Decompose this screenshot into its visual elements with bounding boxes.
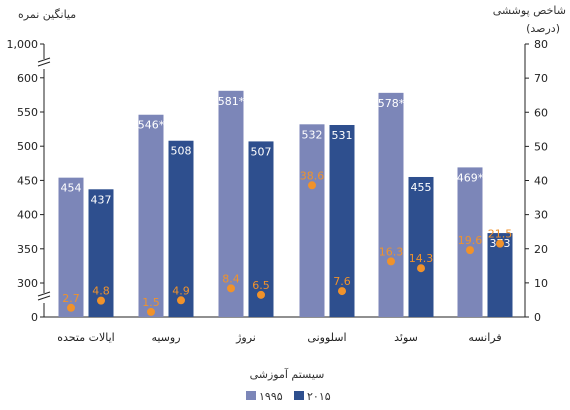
axis-break-mark xyxy=(37,291,51,301)
bar-value-label: 454 xyxy=(61,182,82,195)
left-tick-label: 0 xyxy=(31,311,38,324)
left-tick-label: 550 xyxy=(17,106,38,119)
bar-value-label: 508 xyxy=(171,145,192,158)
right-tick-label: 30 xyxy=(534,209,548,222)
category-label: سوئد xyxy=(394,331,418,344)
coverage-point-2015 xyxy=(496,239,504,248)
coverage-value-label: 16.3 xyxy=(379,245,404,258)
category-label: روسیه xyxy=(151,331,180,344)
bar-value-label: 455 xyxy=(411,181,432,194)
right-axis-title: شاخص پوششی xyxy=(493,4,566,17)
coverage-value-label: 7.6 xyxy=(333,275,351,288)
category-label: ایالات متحده xyxy=(57,331,114,344)
coverage-point-2015 xyxy=(177,296,185,305)
bar-value-label: 581* xyxy=(218,95,245,108)
bar-2015 xyxy=(168,140,194,317)
coverage-point-1995 xyxy=(308,181,316,190)
bar-2015 xyxy=(248,141,274,317)
bar-2015 xyxy=(88,189,114,317)
bar-value-label: 546* xyxy=(138,119,165,132)
bar-value-label: 532 xyxy=(302,128,323,141)
right-tick-label: 70 xyxy=(534,72,548,85)
right-axis-subtitle: (درصد) xyxy=(526,22,560,35)
coverage-point-2015 xyxy=(338,287,346,296)
legend-label-1995: ۱۹۹۵ xyxy=(259,390,283,403)
coverage-value-label: 19.6 xyxy=(458,234,483,247)
left-tick-label: 500 xyxy=(17,140,38,153)
right-tick-label: 0 xyxy=(534,311,541,324)
legend: ۱۹۹۵ ۲۰۱۵ xyxy=(246,390,331,403)
coverage-point-1995 xyxy=(387,257,395,266)
bar-1995 xyxy=(299,124,325,317)
bar-1995 xyxy=(457,167,483,317)
category-label: نروژ xyxy=(235,331,256,344)
legend-swatch-2015 xyxy=(294,391,304,400)
legend-label-2015: ۲۰۱۵ xyxy=(307,390,331,403)
left-tick-label: 1,000 xyxy=(7,38,39,51)
bar-value-label: 437 xyxy=(91,193,112,206)
bar-2015 xyxy=(329,124,355,317)
bar-1995 xyxy=(218,90,244,318)
coverage-value-label: 21.5 xyxy=(488,228,513,241)
bar-value-label: 507 xyxy=(251,145,272,158)
left-tick-label: 400 xyxy=(17,209,38,222)
coverage-value-label: 14.3 xyxy=(409,252,434,265)
right-tick-label: 50 xyxy=(534,140,548,153)
coverage-point-1995 xyxy=(466,246,474,255)
x-axis-title: سیستم آموزشی xyxy=(250,367,325,381)
coverage-point-2015 xyxy=(97,296,105,305)
left-tick-label: 600 xyxy=(17,72,38,85)
coverage-point-2015 xyxy=(257,290,265,299)
bar-1995 xyxy=(138,114,164,318)
coverage-value-label: 4.8 xyxy=(92,285,110,298)
bar-value-label: 578* xyxy=(378,97,405,110)
coverage-value-label: 1.5 xyxy=(142,296,160,309)
bar-2015 xyxy=(408,176,434,317)
axis-break-mark xyxy=(37,57,51,67)
coverage-point-2015 xyxy=(417,264,425,273)
category-label: فرانسه xyxy=(468,331,501,344)
coverage-point-1995 xyxy=(67,303,75,312)
category-labels: ایالات متحده روسیه نروژ اسلوونی سوئد فرانسه xyxy=(57,331,501,344)
left-tick-label: 350 xyxy=(17,243,38,256)
coverage-value-label: 6.5 xyxy=(252,279,270,292)
left-tick-label: 450 xyxy=(17,174,38,187)
bar-1995 xyxy=(58,177,84,317)
right-tick-label: 80 xyxy=(534,38,548,51)
right-tick-label: 10 xyxy=(534,277,548,290)
coverage-value-label: 2.7 xyxy=(62,292,80,305)
right-tick-label: 40 xyxy=(534,175,548,188)
bar-1995 xyxy=(378,92,404,318)
right-tick-label: 60 xyxy=(534,106,548,119)
left-axis-title: میانگین نمره xyxy=(18,8,76,21)
coverage-value-label: 38.6 xyxy=(300,169,325,182)
legend-swatch-1995 xyxy=(246,391,256,400)
axes: 0 300 350 400 450 500 550 600 1,000 0 10 20 30 40 50 60… xyxy=(7,38,549,324)
bar-value-label: 531 xyxy=(332,129,353,142)
bar-value-label: 469* xyxy=(457,171,484,184)
left-tick-label: 300 xyxy=(17,277,38,290)
coverage-point-1995 xyxy=(147,307,155,316)
coverage-points: 2.7 4.8 1.5 4.9 8.4 6.5 38.6 7.6 16.3 14.3 19.6 21.… xyxy=(62,169,512,316)
coverage-point-1995 xyxy=(227,284,235,293)
right-tick-label: 20 xyxy=(534,243,548,256)
coverage-value-label: 8.4 xyxy=(222,272,240,285)
category-label: اسلوونی xyxy=(307,331,346,344)
coverage-value-label: 4.9 xyxy=(172,284,190,297)
